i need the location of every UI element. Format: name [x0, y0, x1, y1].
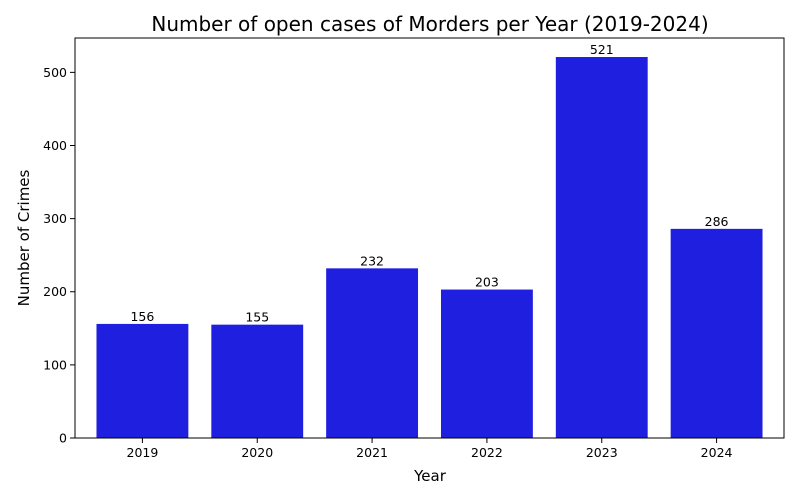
y-tick-label-500: 500: [43, 65, 67, 80]
bar-2022: [440, 289, 533, 438]
x-tick-label-2020: 2020: [241, 445, 273, 460]
bar-2021: [326, 268, 419, 438]
x-tick-label-2019: 2019: [127, 445, 159, 460]
y-tick-label-400: 400: [43, 138, 67, 153]
data-label-2023: 521: [590, 42, 614, 57]
chart-title: Number of open cases of Morders per Year…: [151, 12, 708, 36]
y-tick-label-100: 100: [43, 357, 67, 372]
x-tick-label-2021: 2021: [356, 445, 388, 460]
bar-2024: [670, 228, 763, 438]
data-label-2019: 156: [130, 309, 154, 324]
y-tick-label-200: 200: [43, 284, 67, 299]
x-axis-ticks: 2019 2020 2021 2022 2023 2024: [127, 438, 733, 460]
data-label-2020: 155: [245, 310, 269, 325]
x-tick-label-2022: 2022: [471, 445, 503, 460]
bar-2019: [96, 323, 189, 438]
x-tick-label-2024: 2024: [701, 445, 733, 460]
data-labels-group: 156 155 232 203 521 286: [130, 42, 728, 325]
bar-2020: [211, 324, 304, 438]
data-label-2024: 286: [705, 214, 729, 229]
x-axis-label: Year: [413, 467, 447, 485]
bars-group: [96, 57, 763, 439]
data-label-2021: 232: [360, 253, 384, 268]
data-label-2022: 203: [475, 275, 499, 290]
y-axis-label: Number of Crimes: [15, 169, 33, 306]
y-tick-label-300: 300: [43, 211, 67, 226]
plot-frame: [74, 37, 785, 439]
x-tick-label-2023: 2023: [586, 445, 618, 460]
y-axis-ticks: 0 100 200 300 400 500: [43, 65, 75, 446]
y-tick-label-0: 0: [59, 431, 67, 446]
bar-2023: [555, 57, 648, 439]
